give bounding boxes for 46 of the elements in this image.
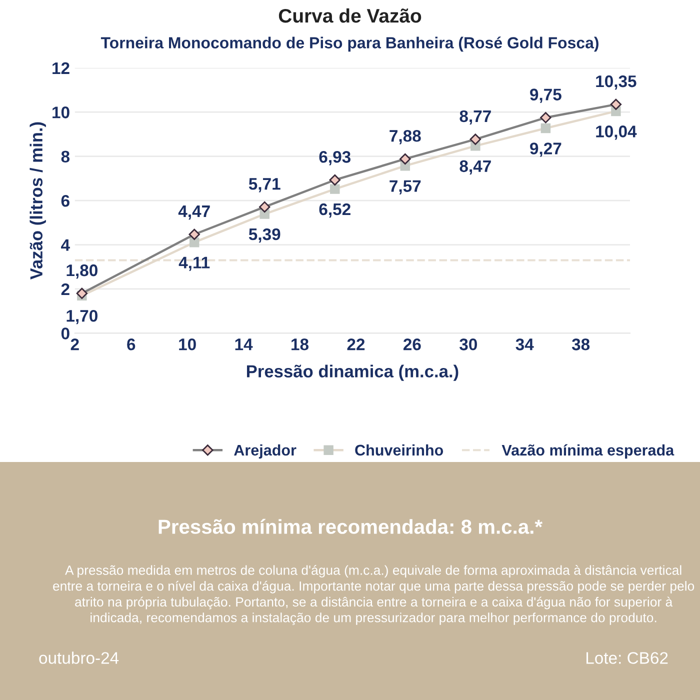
legend-label: Vazão mínima esperada xyxy=(502,444,674,459)
data-label: 5,71 xyxy=(248,178,280,192)
data-label: 10,04 xyxy=(596,126,637,140)
y-tick-label: 12 xyxy=(52,62,70,74)
chart-title: Curva de Vazão xyxy=(278,8,422,23)
y-tick-label: 10 xyxy=(52,106,70,118)
data-label: 9,27 xyxy=(530,142,562,157)
x-tick-label: 2 xyxy=(70,338,79,350)
x-axis-title: Pressão dinamica (m.c.a.) xyxy=(246,364,458,381)
chart-subtitle: Torneira Monocomando de Piso para Banheira (Rosé Gold Fosca) xyxy=(100,36,598,52)
legend-label: Arejador xyxy=(234,444,296,459)
text: Lote: CB62 xyxy=(586,652,668,664)
data-label: 1,70 xyxy=(66,310,98,324)
x-tick-label: 30 xyxy=(460,338,477,350)
x-tick-label: 26 xyxy=(403,338,421,350)
point xyxy=(330,184,340,194)
y-tick-label: 8 xyxy=(61,150,70,163)
data-label: 5,39 xyxy=(248,228,280,243)
x-tick-label: 6 xyxy=(127,338,136,350)
text: outubro-24 xyxy=(39,652,119,664)
data-label: 9,75 xyxy=(530,88,562,103)
data-label: 8,77 xyxy=(460,110,491,125)
y-tick-label: 2 xyxy=(61,283,70,296)
text: Pressão mínima recomendada: 8 m.c.a.* xyxy=(158,518,543,534)
data-label: 4,11 xyxy=(178,256,210,271)
y-tick-label: 4 xyxy=(61,239,70,251)
data-label: 1,80 xyxy=(66,264,98,279)
data-label: 4,47 xyxy=(178,206,210,220)
data-label: 7,88 xyxy=(390,130,421,144)
data-label: 6,93 xyxy=(319,151,350,166)
data-label: 8,47 xyxy=(460,160,491,174)
point xyxy=(540,123,551,134)
data-label: 7,57 xyxy=(390,180,421,194)
x-tick-label: 10 xyxy=(179,338,196,350)
x-tick-label: 14 xyxy=(235,338,253,350)
y-tick-label: 0 xyxy=(61,328,70,340)
data-label: 10,35 xyxy=(596,75,636,90)
data-label: 6,52 xyxy=(319,203,350,218)
text: A pressão medida em metros de coluna d'água (m.c.a.) equivale de forma aproximada à distância vertical entre a torneira e o nível da caixa d'água. Importante notar que uma parte dessa pressão pode se perder pelo atrito na própria tubulação. Portanto, se a distância entre a torneira e a caixa d'água não for superior à indicada, recomendamos a instalação de um pressurizador para melhor performance do produto. xyxy=(53,565,694,625)
x-tick-label: 18 xyxy=(292,338,309,350)
x-tick-label: 38 xyxy=(572,338,590,350)
y-axis-title: Vazão (litros / min.) xyxy=(30,122,46,280)
x-tick-label: 22 xyxy=(347,338,365,350)
y-tick-label: 6 xyxy=(61,194,70,207)
legend-label: Chuveirinho xyxy=(355,444,444,456)
x-tick-label: 34 xyxy=(516,338,534,350)
